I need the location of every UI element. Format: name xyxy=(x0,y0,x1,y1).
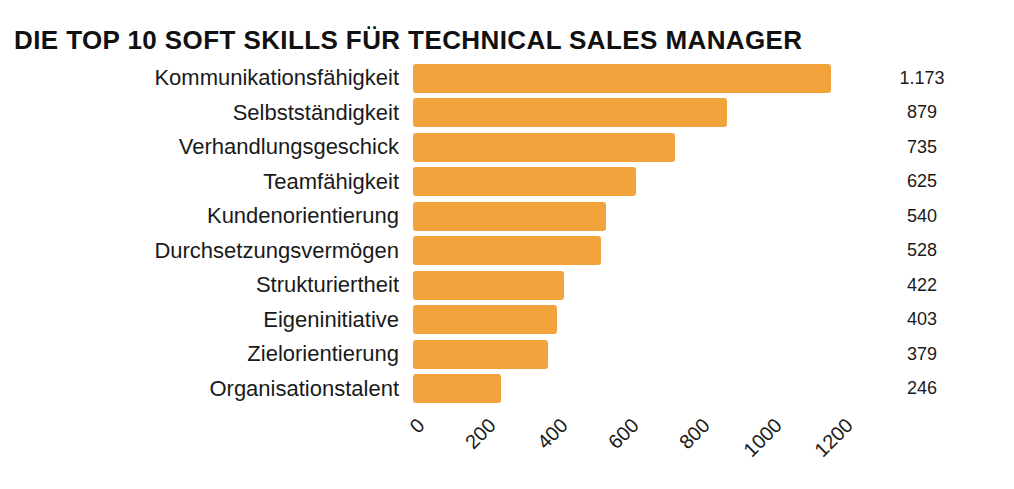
bar xyxy=(413,167,636,196)
bar-track xyxy=(399,98,844,127)
value-label: 625 xyxy=(844,171,1000,192)
bar-track xyxy=(399,305,844,334)
chart-row: Kundenorientierung 540 xyxy=(0,199,1014,234)
value-label: 403 xyxy=(844,309,1000,330)
bar xyxy=(413,374,501,403)
category-label: Teamfähigkeit xyxy=(0,169,399,195)
category-label: Eigeninitiative xyxy=(0,307,399,333)
x-axis-tick-label: 1200 xyxy=(810,414,858,462)
category-label: Kommunikationsfähigkeit xyxy=(0,65,399,91)
chart-row: Organisationstalent 246 xyxy=(0,372,1014,407)
category-label: Zielorientierung xyxy=(0,341,399,367)
chart-title: DIE TOP 10 SOFT SKILLS FÜR TECHNICAL SAL… xyxy=(14,25,803,56)
bar-track xyxy=(399,340,844,369)
bar-track xyxy=(399,64,844,93)
chart-row: Zielorientierung 379 xyxy=(0,337,1014,372)
value-label: 422 xyxy=(844,275,1000,296)
x-axis-tick-label: 0 xyxy=(405,414,429,438)
bar-track xyxy=(399,271,844,300)
category-label: Strukturiertheit xyxy=(0,272,399,298)
bar xyxy=(413,236,601,265)
chart-row: Strukturiertheit 422 xyxy=(0,268,1014,303)
value-label: 379 xyxy=(844,344,1000,365)
bar xyxy=(413,133,675,162)
chart-row: Eigeninitiative 403 xyxy=(0,303,1014,338)
bar xyxy=(413,202,606,231)
x-axis-tick-label: 600 xyxy=(603,414,643,454)
value-label: 540 xyxy=(844,206,1000,227)
bar-track xyxy=(399,133,844,162)
x-axis-tick-label: 400 xyxy=(532,414,572,454)
category-label: Verhandlungsgeschick xyxy=(0,134,399,160)
bar xyxy=(413,64,831,93)
chart-row: Selbstständigkeit 879 xyxy=(0,96,1014,131)
value-label: 879 xyxy=(844,102,1000,123)
bar-track xyxy=(399,202,844,231)
bar xyxy=(413,340,548,369)
bar-track xyxy=(399,374,844,403)
bar-chart: Kommunikationsfähigkeit 1.173 Selbstständi… xyxy=(0,61,1014,406)
category-label: Durchsetzungsvermögen xyxy=(0,238,399,264)
chart-row: Verhandlungsgeschick 735 xyxy=(0,130,1014,165)
chart-row: Kommunikationsfähigkeit 1.173 xyxy=(0,61,1014,96)
chart-row: Durchsetzungsvermögen 528 xyxy=(0,234,1014,269)
value-label: 1.173 xyxy=(844,68,1000,89)
bar xyxy=(413,98,727,127)
x-axis-tick-label: 800 xyxy=(674,414,714,454)
value-label: 246 xyxy=(844,378,1000,399)
bar xyxy=(413,305,557,334)
category-label: Selbstständigkeit xyxy=(0,100,399,126)
value-label: 528 xyxy=(844,240,1000,261)
x-axis-tick-label: 200 xyxy=(460,414,500,454)
value-label: 735 xyxy=(844,137,1000,158)
bar-track xyxy=(399,167,844,196)
x-axis-tick-label: 1000 xyxy=(739,414,787,462)
chart-row: Teamfähigkeit 625 xyxy=(0,165,1014,200)
category-label: Organisationstalent xyxy=(0,376,399,402)
x-axis: 020040060080010001200 xyxy=(413,412,873,487)
bar xyxy=(413,271,564,300)
bar-track xyxy=(399,236,844,265)
category-label: Kundenorientierung xyxy=(0,203,399,229)
